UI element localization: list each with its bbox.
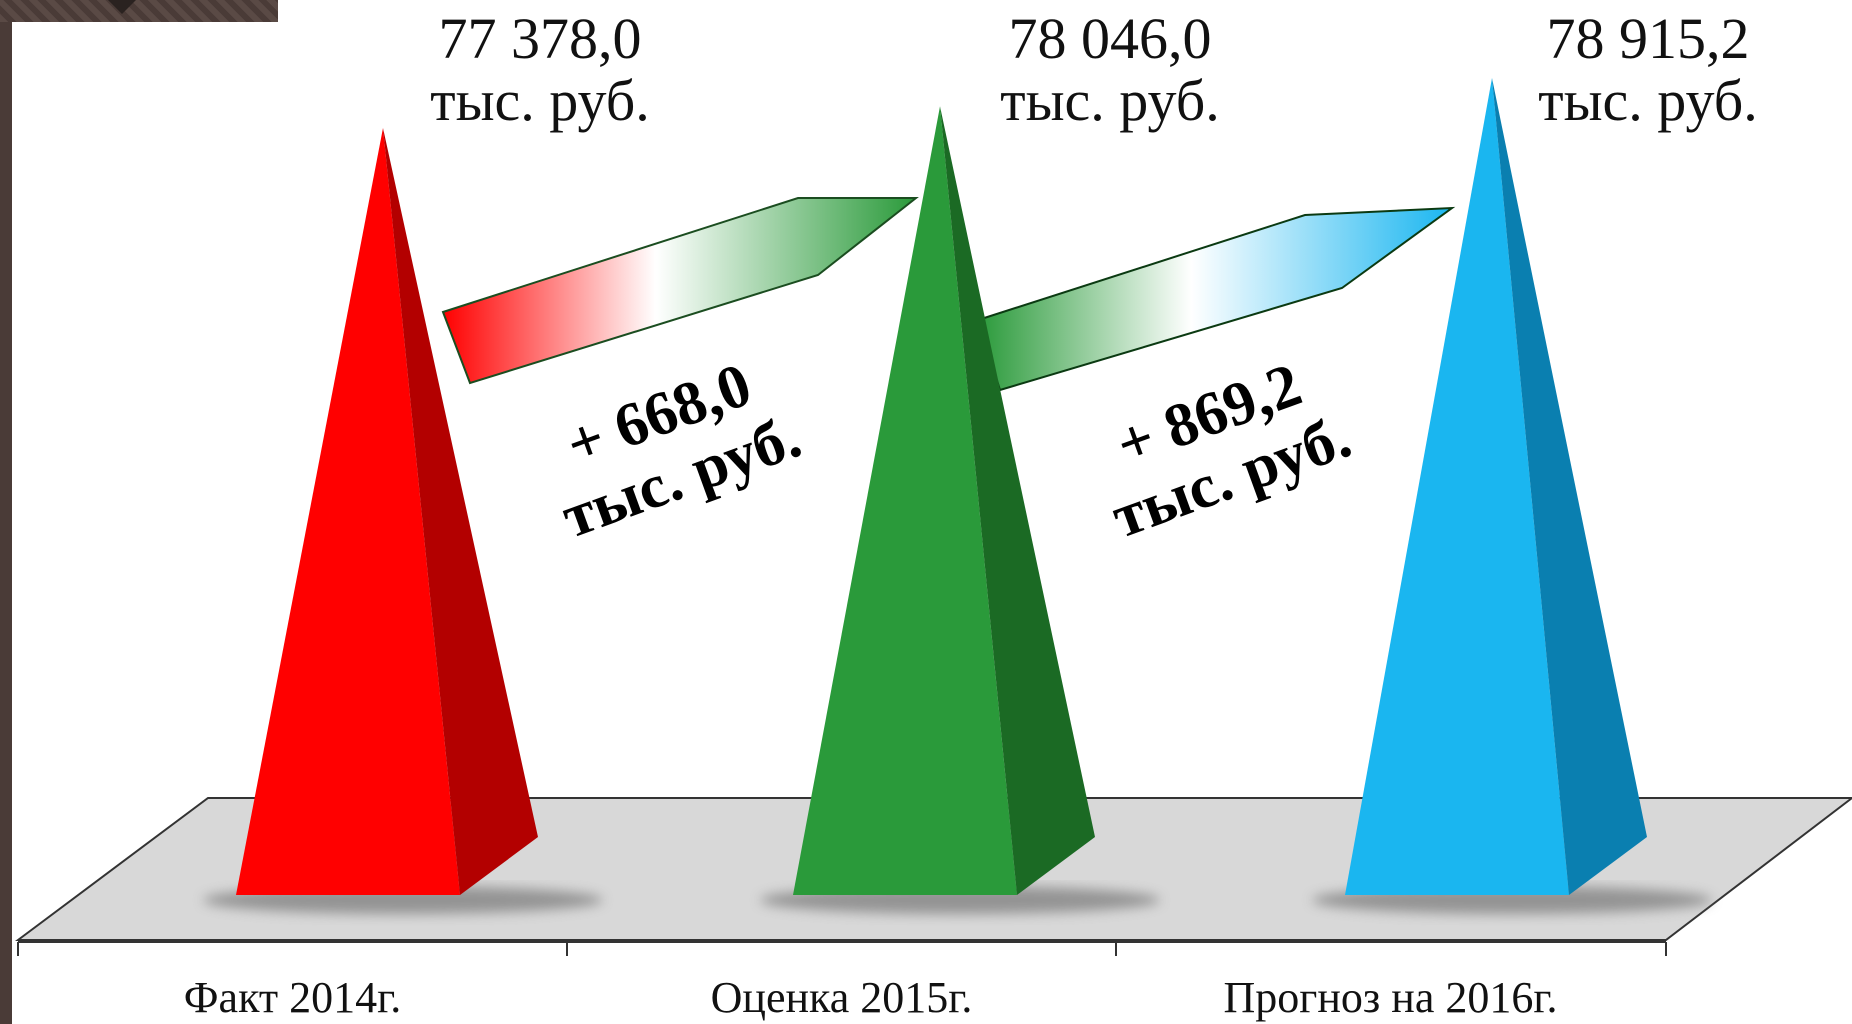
pyramid-ocenka-2015-front (793, 106, 1017, 895)
data-label-unit: тыс. руб. (1000, 68, 1220, 133)
x-tick-label: Факт 2014г. (183, 973, 402, 1022)
corner-decoration (0, 0, 278, 22)
corner-notch (108, 0, 136, 14)
growth-arrow-2 (976, 206, 1456, 392)
pyramid-fakt-2014-front (236, 128, 460, 895)
x-tick-label: Прогноз на 2016г. (1223, 973, 1558, 1022)
data-label-value: 78 915,2 (1546, 6, 1750, 71)
x-tick-label: Оценка 2015г. (710, 973, 973, 1022)
pyramid-fakt-2014-side (383, 128, 538, 895)
left-border-bar (0, 22, 12, 1024)
pyramid-ocenka-2015-side (940, 106, 1095, 895)
data-label-1: 77 378,0 тыс. руб. (390, 8, 690, 132)
pyramid-prognoz-2016-front (1345, 78, 1569, 895)
growth-arrow-1 (441, 197, 919, 385)
data-label-2: 78 046,0 тыс. руб. (960, 8, 1260, 132)
data-label-value: 78 046,0 (1008, 6, 1212, 71)
data-label-3: 78 915,2 тыс. руб. (1498, 8, 1798, 132)
pyramid-prognoz-2016-side (1492, 78, 1647, 895)
data-label-unit: тыс. руб. (430, 68, 650, 133)
data-label-unit: тыс. руб. (1538, 68, 1758, 133)
data-label-value: 77 378,0 (438, 6, 642, 71)
